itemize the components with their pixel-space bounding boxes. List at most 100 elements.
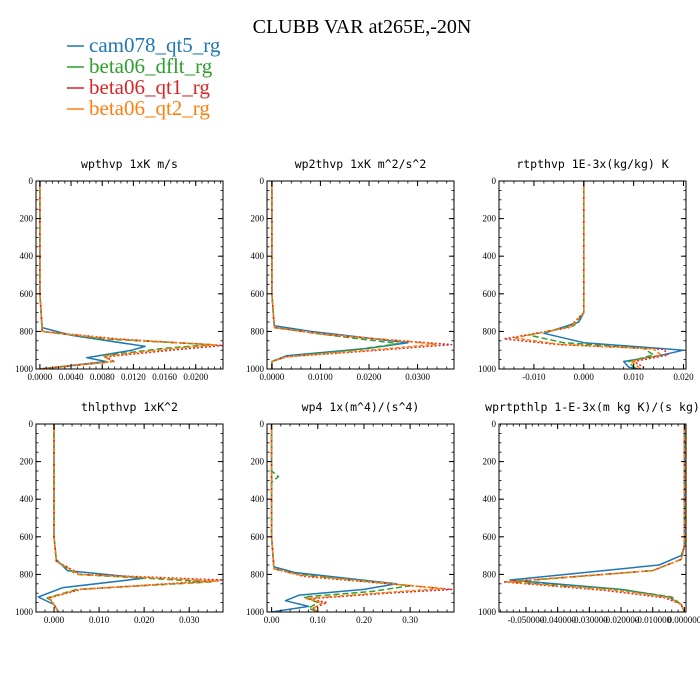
x-tick-label: 0.010 [89, 615, 110, 625]
y-tick-label: 800 [483, 326, 497, 336]
legend-label: beta06_qt1_rg [89, 75, 210, 99]
legend-label: beta06_dflt_rg [89, 54, 213, 78]
plot-frame [35, 423, 224, 613]
series-line-beta06_qt2_rg [506, 424, 686, 612]
panel-title: wp4 1x(m^4)/(s^4) [302, 400, 420, 414]
y-tick-label: 1000 [15, 607, 34, 617]
panel-title: thlpthvp 1xK^2 [81, 400, 178, 414]
series-line-beta06_qt2_rg [271, 181, 438, 369]
y-tick-label: 600 [20, 532, 34, 542]
y-tick-label: 200 [20, 457, 34, 467]
x-tick-label: 0.0080 [90, 372, 115, 382]
y-tick-label: 800 [20, 326, 34, 336]
plot-frame [266, 180, 455, 370]
y-tick-label: 0 [29, 419, 34, 429]
y-tick-label: 200 [251, 457, 265, 467]
legend-entry: cam078_qt5_rg [67, 33, 221, 57]
y-tick-label: 600 [251, 289, 265, 299]
y-tick-label: 400 [483, 494, 497, 504]
legend-entry: beta06_qt1_rg [67, 75, 210, 99]
y-tick-label: 0 [29, 176, 34, 186]
y-tick-label: 200 [483, 214, 497, 224]
series-line-beta06_dflt_rg [39, 181, 213, 369]
y-tick-label: 1000 [246, 364, 265, 374]
x-tick-label: 0.020 [673, 372, 694, 382]
series-line-beta06_qt2_rg [513, 181, 662, 369]
panel: wpthvp 1xK m/s 0 200 400 600 800 10000.0000 0.0… [15, 157, 224, 382]
y-tick-label: 400 [251, 494, 265, 504]
y-tick-label: 800 [251, 326, 265, 336]
x-tick-label: 0.010 [624, 372, 645, 382]
y-tick-label: 0 [492, 419, 497, 429]
panel: thlpthvp 1xK^2 0 200 400 600 800 1000 0.000 0.01… [15, 400, 224, 625]
y-tick-label: 600 [251, 532, 265, 542]
panel: wprtpthlp 1-E-3x(m kg K)/(s kg) 0 200 400 60… [478, 400, 700, 625]
y-tick-label: 0 [260, 176, 265, 186]
y-tick-label: 600 [20, 289, 34, 299]
x-tick-label: 0.20 [356, 615, 372, 625]
x-tick-label: 0.0200 [357, 372, 382, 382]
series-line-beta06_qt1_rg [271, 181, 453, 369]
x-tick-label: -0.020000 [603, 615, 640, 625]
x-tick-label: 0.0300 [405, 372, 430, 382]
y-tick-label: 800 [20, 569, 34, 579]
y-tick-label: 400 [20, 494, 34, 504]
series-line-beta06_qt1_rg [48, 424, 223, 612]
figure-title: CLUBB VAR at265E,-20N [253, 16, 472, 38]
y-tick-label: 200 [251, 214, 265, 224]
y-tick-label: 400 [20, 251, 34, 261]
x-tick-label: -0.050000 [508, 615, 545, 625]
x-tick-label: 0.000000 [668, 615, 700, 625]
series-group [503, 424, 686, 612]
series-line-cam078_qt5_rg [270, 424, 398, 612]
x-tick-label: -0.010 [522, 372, 546, 382]
y-tick-label: 200 [483, 457, 497, 467]
x-tick-label: 0.0160 [152, 372, 177, 382]
series-line-cam078_qt5_rg [271, 181, 409, 369]
x-tick-label: 0.000 [574, 372, 595, 382]
panel: wp2thvp 1xK m^2/s^2 0 200 400 600 800 10000.00… [246, 157, 455, 382]
series-line-beta06_qt1_rg [270, 424, 453, 612]
series-line-beta06_qt2_rg [39, 181, 216, 369]
legend-label: beta06_qt2_rg [89, 96, 210, 120]
x-tick-label: -0.010000 [634, 615, 671, 625]
y-tick-label: 1000 [478, 364, 497, 374]
y-tick-label: 600 [483, 532, 497, 542]
x-tick-label: 0.030 [179, 615, 200, 625]
panel: rtpthvp 1E-3x(kg/kg) K 0 200 400 600 800 1000 -… [478, 157, 694, 382]
y-tick-label: 1000 [246, 607, 265, 617]
x-tick-label: 0.0100 [308, 372, 333, 382]
x-tick-label: 0.10 [310, 615, 326, 625]
y-tick-label: 0 [260, 419, 265, 429]
legend-entry: beta06_qt2_rg [67, 96, 210, 120]
x-tick-label: 0.0120 [121, 372, 146, 382]
x-tick-label: 0.0000 [259, 372, 284, 382]
series-line-beta06_dflt_rg [528, 181, 655, 369]
y-tick-label: 400 [251, 251, 265, 261]
series-group [271, 181, 453, 369]
x-tick-label: -0.040000 [539, 615, 576, 625]
series-group [37, 424, 223, 612]
series-group [270, 424, 453, 612]
x-tick-label: 0.00 [264, 615, 280, 625]
y-tick-label: 1000 [478, 607, 497, 617]
series-line-beta06_qt1_rg [39, 181, 223, 369]
series-group [39, 181, 223, 369]
series-line-cam078_qt5_rg [543, 181, 685, 369]
series-line-beta06_qt1_rg [503, 181, 670, 369]
series-line-beta06_qt2_rg [270, 424, 444, 612]
y-tick-label: 800 [251, 569, 265, 579]
plot-frame [266, 423, 455, 613]
y-tick-label: 200 [20, 214, 34, 224]
panel: wp4 1x(m^4)/(s^4) 0 200 400 600 800 10000.00 0.… [246, 400, 455, 625]
y-tick-label: 0 [492, 176, 497, 186]
series-group [503, 181, 685, 369]
x-tick-label: 0.0000 [28, 372, 53, 382]
y-tick-label: 400 [483, 251, 497, 261]
legend-entry: beta06_dflt_rg [67, 54, 213, 78]
x-tick-label: -0.030000 [571, 615, 608, 625]
panel-title: wprtpthlp 1-E-3x(m kg K)/(s kg) [485, 400, 700, 414]
x-tick-label: 0.020 [134, 615, 155, 625]
